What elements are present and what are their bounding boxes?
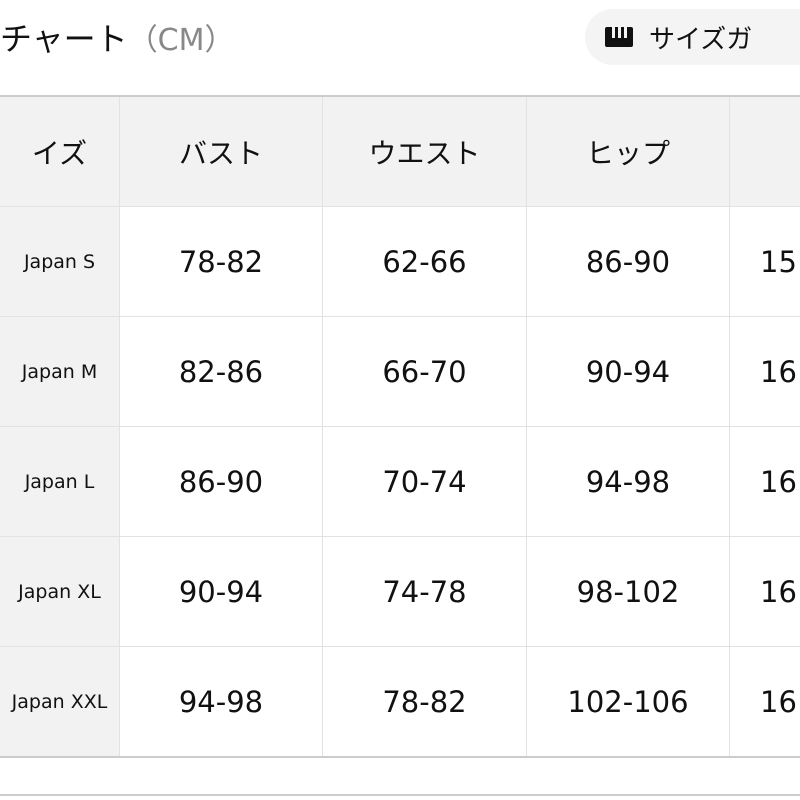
cell-size: Japan S	[0, 207, 120, 316]
unit-label: （CM）	[127, 23, 235, 58]
cell-bust: 78-82	[120, 207, 323, 316]
cell-bust: 94-98	[120, 647, 323, 756]
cell-hip: 90-94	[527, 317, 730, 426]
cell-waist: 74-78	[323, 537, 527, 646]
cell-size: Japan XL	[0, 537, 120, 646]
table-row: Japan S 78-82 62-66 86-90 15	[0, 207, 800, 317]
ruler-icon	[605, 27, 633, 47]
cell-col5: 16	[760, 464, 797, 499]
cell-col5: 15	[760, 244, 797, 279]
size-guide-label: サイズガ	[649, 24, 753, 55]
cell-size: Japan M	[0, 317, 120, 426]
cell-size: Japan L	[0, 427, 120, 536]
cell-bust: 90-94	[120, 537, 323, 646]
cell-hip: 102-106	[527, 647, 730, 756]
divider	[0, 794, 800, 796]
cell-col5: 16	[760, 354, 797, 389]
cell-col5: 16	[760, 684, 797, 719]
cell-size: Japan XXL	[0, 647, 120, 756]
size-guide-button[interactable]: サイズガ	[585, 9, 800, 65]
cell-waist: 66-70	[323, 317, 527, 426]
cell-waist: 78-82	[323, 647, 527, 756]
cell-hip: 86-90	[527, 207, 730, 316]
cell-bust: 82-86	[120, 317, 323, 426]
table-row: Japan XL 90-94 74-78 98-102 16	[0, 537, 800, 647]
table-row: Japan L 86-90 70-74 94-98 16	[0, 427, 800, 537]
table-header-row: イズ バスト ウエスト ヒップ	[0, 97, 800, 207]
cell-hip: 94-98	[527, 427, 730, 536]
cell-waist: 70-74	[323, 427, 527, 536]
header-size: イズ	[0, 97, 120, 206]
title-text: チャート	[0, 20, 128, 58]
size-table: イズ バスト ウエスト ヒップ Japan S 78-82 62-66 86-90 15…	[0, 95, 800, 758]
header-hip: ヒップ	[527, 97, 730, 206]
cell-col5: 16	[760, 574, 797, 609]
table-row: Japan XXL 94-98 78-82 102-106 16	[0, 647, 800, 756]
cell-waist: 62-66	[323, 207, 527, 316]
cell-bust: 86-90	[120, 427, 323, 536]
header-bust: バスト	[120, 97, 323, 206]
table-row: Japan M 82-86 66-70 90-94 16	[0, 317, 800, 427]
cell-hip: 98-102	[527, 537, 730, 646]
header-col5	[730, 97, 800, 206]
header-waist: ウエスト	[323, 97, 527, 206]
page-title: チャート（CM）	[0, 14, 235, 60]
